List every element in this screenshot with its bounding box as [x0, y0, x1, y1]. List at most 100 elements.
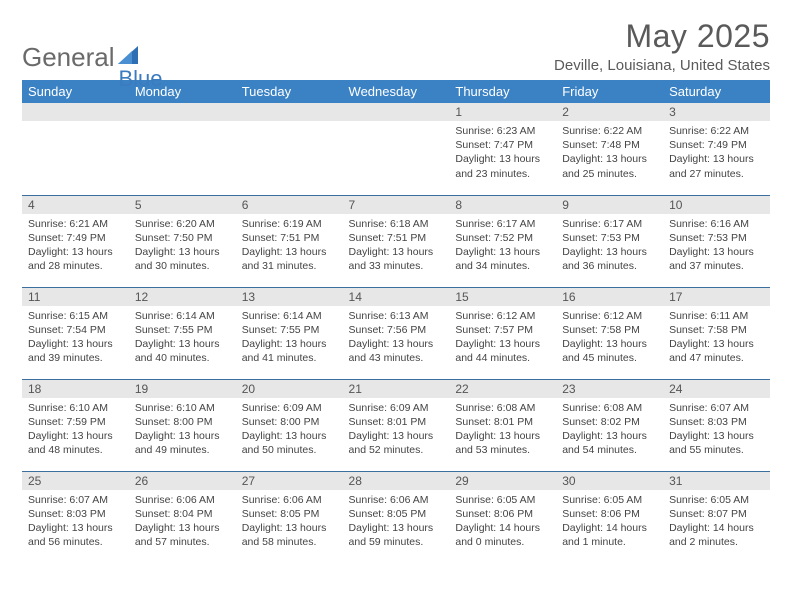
day-details: Sunrise: 6:09 AMSunset: 8:00 PMDaylight:… [236, 398, 343, 460]
calendar-cell: 13Sunrise: 6:14 AMSunset: 7:55 PMDayligh… [236, 287, 343, 379]
day-details: Sunrise: 6:06 AMSunset: 8:05 PMDaylight:… [236, 490, 343, 552]
calendar-cell: 15Sunrise: 6:12 AMSunset: 7:57 PMDayligh… [449, 287, 556, 379]
day-number: 8 [449, 196, 556, 214]
day-number: 29 [449, 472, 556, 490]
day-details: Sunrise: 6:16 AMSunset: 7:53 PMDaylight:… [663, 214, 770, 276]
day-number: 31 [663, 472, 770, 490]
day-details: Sunrise: 6:12 AMSunset: 7:58 PMDaylight:… [556, 306, 663, 368]
day-number-empty [129, 103, 236, 121]
brand-logo: General Blue [22, 18, 125, 73]
day-details: Sunrise: 6:11 AMSunset: 7:58 PMDaylight:… [663, 306, 770, 368]
calendar-cell: 25Sunrise: 6:07 AMSunset: 8:03 PMDayligh… [22, 471, 129, 563]
brand-text-blue: Blue [119, 66, 163, 92]
day-details: Sunrise: 6:05 AMSunset: 8:06 PMDaylight:… [449, 490, 556, 552]
day-number: 16 [556, 288, 663, 306]
day-details: Sunrise: 6:18 AMSunset: 7:51 PMDaylight:… [343, 214, 450, 276]
day-number: 11 [22, 288, 129, 306]
day-details: Sunrise: 6:08 AMSunset: 8:01 PMDaylight:… [449, 398, 556, 460]
day-number-empty [236, 103, 343, 121]
day-number: 27 [236, 472, 343, 490]
calendar-cell: 19Sunrise: 6:10 AMSunset: 8:00 PMDayligh… [129, 379, 236, 471]
day-details: Sunrise: 6:21 AMSunset: 7:49 PMDaylight:… [22, 214, 129, 276]
calendar-cell: 6Sunrise: 6:19 AMSunset: 7:51 PMDaylight… [236, 195, 343, 287]
day-details: Sunrise: 6:06 AMSunset: 8:04 PMDaylight:… [129, 490, 236, 552]
day-number: 4 [22, 196, 129, 214]
calendar-cell: 5Sunrise: 6:20 AMSunset: 7:50 PMDaylight… [129, 195, 236, 287]
day-number: 2 [556, 103, 663, 121]
day-number: 6 [236, 196, 343, 214]
calendar-row: 18Sunrise: 6:10 AMSunset: 7:59 PMDayligh… [22, 379, 770, 471]
calendar-body: 1Sunrise: 6:23 AMSunset: 7:47 PMDaylight… [22, 103, 770, 563]
day-number: 13 [236, 288, 343, 306]
weekday-header: Wednesday [343, 80, 450, 103]
day-number: 15 [449, 288, 556, 306]
day-number: 30 [556, 472, 663, 490]
calendar-cell: 11Sunrise: 6:15 AMSunset: 7:54 PMDayligh… [22, 287, 129, 379]
day-number: 21 [343, 380, 450, 398]
calendar-cell: 17Sunrise: 6:11 AMSunset: 7:58 PMDayligh… [663, 287, 770, 379]
day-number: 26 [129, 472, 236, 490]
calendar-cell: 1Sunrise: 6:23 AMSunset: 7:47 PMDaylight… [449, 103, 556, 195]
calendar-cell: 7Sunrise: 6:18 AMSunset: 7:51 PMDaylight… [343, 195, 450, 287]
calendar-cell: 20Sunrise: 6:09 AMSunset: 8:00 PMDayligh… [236, 379, 343, 471]
calendar-row: 25Sunrise: 6:07 AMSunset: 8:03 PMDayligh… [22, 471, 770, 563]
calendar-cell: 10Sunrise: 6:16 AMSunset: 7:53 PMDayligh… [663, 195, 770, 287]
day-number: 20 [236, 380, 343, 398]
calendar-row: 1Sunrise: 6:23 AMSunset: 7:47 PMDaylight… [22, 103, 770, 195]
calendar-cell-empty [236, 103, 343, 195]
calendar-cell-empty [129, 103, 236, 195]
calendar-cell: 12Sunrise: 6:14 AMSunset: 7:55 PMDayligh… [129, 287, 236, 379]
day-details: Sunrise: 6:14 AMSunset: 7:55 PMDaylight:… [236, 306, 343, 368]
day-details: Sunrise: 6:22 AMSunset: 7:48 PMDaylight:… [556, 121, 663, 183]
calendar-cell: 8Sunrise: 6:17 AMSunset: 7:52 PMDaylight… [449, 195, 556, 287]
day-details: Sunrise: 6:13 AMSunset: 7:56 PMDaylight:… [343, 306, 450, 368]
calendar-cell: 3Sunrise: 6:22 AMSunset: 7:49 PMDaylight… [663, 103, 770, 195]
day-number: 5 [129, 196, 236, 214]
day-details: Sunrise: 6:05 AMSunset: 8:07 PMDaylight:… [663, 490, 770, 552]
calendar-cell: 23Sunrise: 6:08 AMSunset: 8:02 PMDayligh… [556, 379, 663, 471]
calendar-cell: 21Sunrise: 6:09 AMSunset: 8:01 PMDayligh… [343, 379, 450, 471]
day-number-empty [22, 103, 129, 121]
calendar-cell: 27Sunrise: 6:06 AMSunset: 8:05 PMDayligh… [236, 471, 343, 563]
title-block: May 2025 Deville, Louisiana, United Stat… [554, 18, 770, 74]
day-number: 22 [449, 380, 556, 398]
header: General Blue May 2025 Deville, Louisiana… [22, 18, 770, 74]
day-details: Sunrise: 6:08 AMSunset: 8:02 PMDaylight:… [556, 398, 663, 460]
calendar-cell: 9Sunrise: 6:17 AMSunset: 7:53 PMDaylight… [556, 195, 663, 287]
calendar-cell: 4Sunrise: 6:21 AMSunset: 7:49 PMDaylight… [22, 195, 129, 287]
day-number: 25 [22, 472, 129, 490]
day-details: Sunrise: 6:19 AMSunset: 7:51 PMDaylight:… [236, 214, 343, 276]
weekday-header: Saturday [663, 80, 770, 103]
day-details: Sunrise: 6:23 AMSunset: 7:47 PMDaylight:… [449, 121, 556, 183]
day-number: 23 [556, 380, 663, 398]
day-details: Sunrise: 6:07 AMSunset: 8:03 PMDaylight:… [22, 490, 129, 552]
day-number: 9 [556, 196, 663, 214]
calendar-cell: 14Sunrise: 6:13 AMSunset: 7:56 PMDayligh… [343, 287, 450, 379]
calendar-cell: 29Sunrise: 6:05 AMSunset: 8:06 PMDayligh… [449, 471, 556, 563]
weekday-header: Friday [556, 80, 663, 103]
day-details: Sunrise: 6:20 AMSunset: 7:50 PMDaylight:… [129, 214, 236, 276]
day-number: 19 [129, 380, 236, 398]
calendar-row: 11Sunrise: 6:15 AMSunset: 7:54 PMDayligh… [22, 287, 770, 379]
day-details: Sunrise: 6:06 AMSunset: 8:05 PMDaylight:… [343, 490, 450, 552]
brand-text-general: General [22, 42, 115, 73]
day-details: Sunrise: 6:22 AMSunset: 7:49 PMDaylight:… [663, 121, 770, 183]
sail-icon [118, 46, 140, 66]
location-text: Deville, Louisiana, United States [554, 57, 770, 74]
weekday-header: Thursday [449, 80, 556, 103]
calendar-cell-empty [22, 103, 129, 195]
day-details: Sunrise: 6:15 AMSunset: 7:54 PMDaylight:… [22, 306, 129, 368]
day-number: 12 [129, 288, 236, 306]
calendar-row: 4Sunrise: 6:21 AMSunset: 7:49 PMDaylight… [22, 195, 770, 287]
day-number: 17 [663, 288, 770, 306]
calendar-cell: 24Sunrise: 6:07 AMSunset: 8:03 PMDayligh… [663, 379, 770, 471]
calendar-cell: 2Sunrise: 6:22 AMSunset: 7:48 PMDaylight… [556, 103, 663, 195]
day-number: 28 [343, 472, 450, 490]
day-number: 7 [343, 196, 450, 214]
day-number: 3 [663, 103, 770, 121]
day-number: 14 [343, 288, 450, 306]
day-number: 24 [663, 380, 770, 398]
calendar-cell: 26Sunrise: 6:06 AMSunset: 8:04 PMDayligh… [129, 471, 236, 563]
calendar-cell: 16Sunrise: 6:12 AMSunset: 7:58 PMDayligh… [556, 287, 663, 379]
calendar-table: SundayMondayTuesdayWednesdayThursdayFrid… [22, 80, 770, 563]
